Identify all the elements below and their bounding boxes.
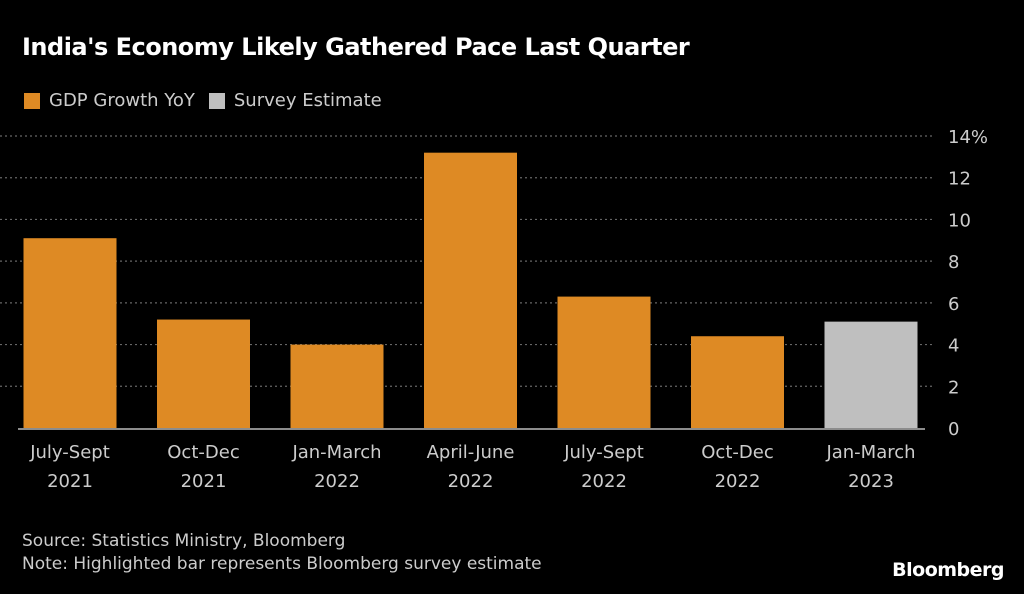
y-tick-label: 14%	[948, 127, 988, 148]
x-tick-label: July-Sept	[29, 442, 110, 463]
y-tick-label: 6	[948, 294, 959, 315]
bar	[691, 336, 784, 428]
x-tick-label: 2022	[448, 471, 494, 492]
bar	[557, 296, 651, 428]
x-tick-label: July-Sept	[563, 442, 644, 463]
legend-label-survey-estimate: Survey Estimate	[233, 90, 382, 111]
chart-title: India's Economy Likely Gathered Pace Las…	[22, 33, 690, 61]
x-tick-label: Oct-Dec	[701, 442, 773, 463]
bar	[290, 344, 384, 428]
bar	[23, 238, 117, 428]
bar	[824, 321, 918, 428]
legend-swatch-gdp-growth	[24, 92, 40, 109]
bloomberg-logo: Bloomberg	[892, 559, 1004, 581]
x-tick-label: 2022	[314, 471, 360, 492]
y-tick-label: 4	[948, 336, 959, 357]
y-tick-label: 2	[948, 377, 959, 398]
bar	[157, 319, 250, 428]
x-tick-label: 2022	[581, 471, 627, 492]
legend-swatch-survey-estimate	[208, 92, 225, 109]
y-tick-label: 0	[948, 419, 959, 440]
legend: GDP Growth YoY Survey Estimate	[24, 90, 396, 111]
footer-notes: Source: Statistics Ministry, Bloomberg N…	[22, 530, 542, 576]
x-tick-label: April-June	[427, 442, 515, 463]
x-tick-label: Jan-March	[291, 442, 381, 463]
x-tick-label: 2021	[181, 471, 227, 492]
y-tick-label: 12	[948, 169, 971, 190]
x-tick-label: Jan-March	[825, 442, 915, 463]
bar	[424, 152, 517, 428]
y-tick-label: 8	[948, 252, 959, 273]
y-tick-label: 10	[948, 210, 971, 231]
x-tick-label: 2021	[47, 471, 93, 492]
source-text: Source: Statistics Ministry, Bloomberg	[22, 531, 346, 551]
legend-item-survey-estimate: Survey Estimate	[208, 90, 382, 111]
legend-item-gdp-growth: GDP Growth YoY	[24, 90, 195, 111]
x-tick-label: 2022	[715, 471, 761, 492]
legend-label-gdp-growth: GDP Growth YoY	[49, 90, 195, 111]
x-tick-label: 2023	[848, 471, 894, 492]
note-text: Note: Highlighted bar represents Bloombe…	[22, 554, 542, 574]
x-tick-label: Oct-Dec	[167, 442, 239, 463]
